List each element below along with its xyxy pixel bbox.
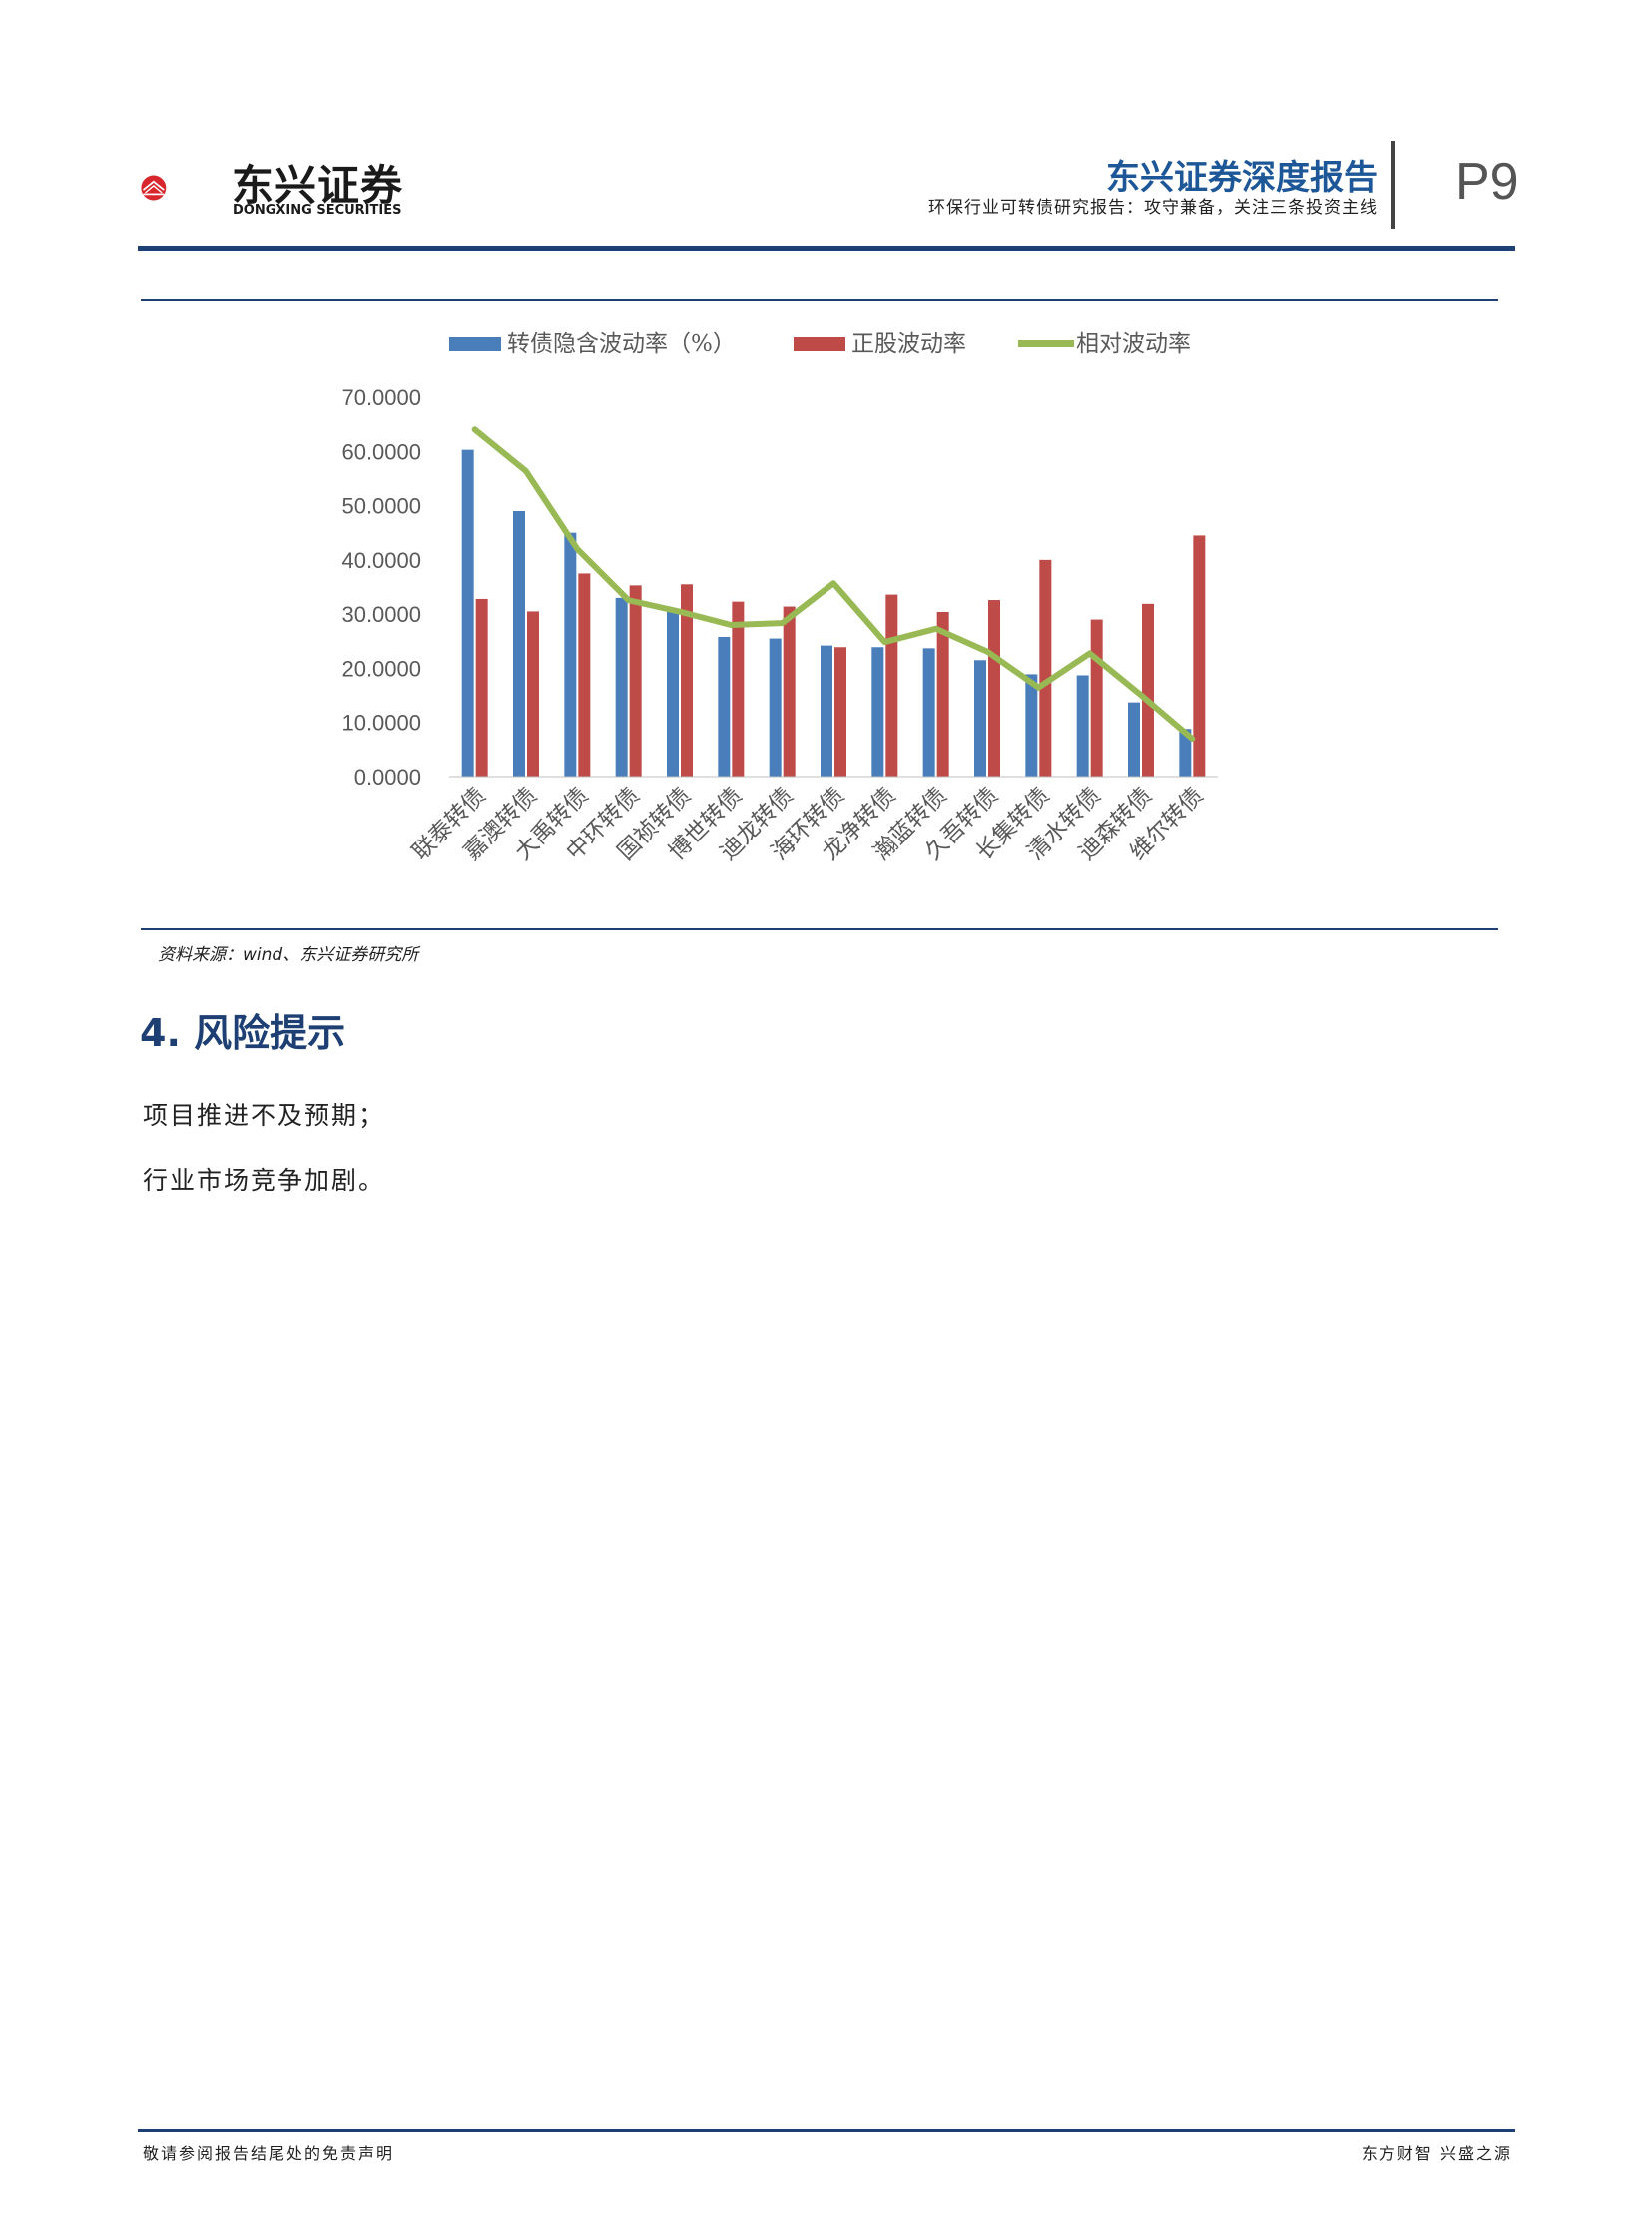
y-left-tick-label: 70.0000 [341, 385, 421, 410]
header-divider [1391, 141, 1395, 229]
y-left-tick-label: 0.0000 [354, 765, 421, 790]
bar-1-9 [936, 611, 949, 777]
footer-slogan: 东方财智 兴盛之源 [1361, 2144, 1512, 2163]
logo-subtext: DONGXING SECURITIES [233, 203, 402, 218]
company-logo [141, 175, 167, 201]
bar-1-3 [629, 585, 642, 777]
report-title: 东兴证券深度报告 [1106, 158, 1377, 198]
y-left-tick-label: 10.0000 [341, 711, 421, 736]
bar-1-4 [681, 584, 693, 777]
section-title: 4. 风险提示 [140, 1011, 346, 1055]
bar-0-13 [1128, 702, 1140, 777]
bar-0-8 [871, 647, 884, 777]
paragraph-risk-1: 项目推进不及预期； [143, 1101, 386, 1130]
legend-swatch-1 [794, 337, 845, 351]
y-left-tick-label: 60.0000 [341, 439, 421, 464]
bar-1-12 [1090, 619, 1103, 777]
y-left-tick-label: 40.0000 [341, 548, 421, 573]
footer-disclaimer: 敬请参阅报告结尾处的免责声明 [143, 2144, 395, 2163]
bar-1-0 [475, 598, 488, 777]
y-left-tick-label: 50.0000 [341, 494, 421, 519]
chart-top-rule [141, 299, 1498, 301]
bar-1-2 [578, 573, 591, 777]
bar-0-5 [718, 636, 731, 777]
bar-0-7 [821, 645, 832, 777]
bar-1-6 [783, 606, 796, 777]
bar-0-6 [769, 638, 782, 777]
bar-0-1 [513, 511, 525, 777]
page-number: P9 [1455, 153, 1519, 211]
bar-0-11 [1025, 674, 1038, 777]
line-relative-volatility [471, 426, 1196, 742]
logo-text: 东兴证券 [232, 161, 404, 210]
bar-1-8 [885, 594, 898, 777]
bar-0-0 [461, 449, 474, 777]
volatility-chart: 转债隐含波动率（%） 正股波动率 相对波动率 0.0000 10.0000 20.0000… [341, 331, 1218, 865]
legend-swatch-2 [1018, 340, 1074, 347]
bar-0-9 [922, 648, 935, 777]
legend-label-1: 正股波动率 [851, 331, 966, 357]
chart-bottom-rule [141, 928, 1498, 930]
bar-1-13 [1142, 603, 1154, 777]
y-left-tick-label: 30.0000 [341, 602, 421, 627]
bar-0-10 [974, 660, 986, 777]
bar-0-2 [564, 532, 577, 777]
bar-1-10 [988, 600, 1000, 777]
header-rule [138, 246, 1515, 251]
legend-swatch-0 [449, 337, 501, 351]
bar-0-4 [667, 608, 679, 777]
y-left-tick-label: 20.0000 [341, 656, 421, 681]
bar-0-14 [1179, 729, 1192, 777]
bar-1-11 [1039, 559, 1052, 777]
paragraph-risk-2: 行业市场竞争加剧。 [143, 1166, 386, 1195]
bar-1-5 [732, 601, 745, 777]
legend-label-0: 转债隐含波动率（%） [507, 331, 736, 357]
bar-1-1 [527, 611, 539, 777]
source-note: 资料来源：wind、东兴证券研究所 [158, 945, 419, 965]
footer-rule [138, 2129, 1515, 2132]
bar-0-12 [1076, 675, 1089, 777]
legend-label-2: 相对波动率 [1076, 331, 1191, 357]
bar-1-7 [834, 647, 846, 777]
report-subtitle: 环保行业可转债研究报告：攻守兼备，关注三条投资主线 [928, 198, 1377, 218]
bar-0-3 [615, 597, 628, 777]
bar-1-14 [1193, 535, 1206, 777]
